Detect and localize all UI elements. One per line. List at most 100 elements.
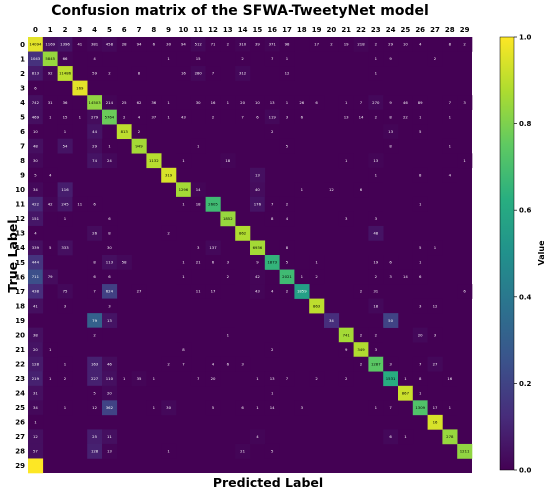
cell-label: 1852	[223, 216, 233, 221]
heatmap-cell	[205, 240, 221, 256]
heatmap-cell	[190, 255, 206, 270]
cell-label: 3	[241, 361, 244, 366]
cell-label: 2	[123, 114, 126, 119]
x-tick-label: 16	[267, 26, 277, 34]
cell-label: 422	[32, 202, 40, 207]
cell-label: 1	[49, 376, 52, 381]
heatmap-cell	[294, 182, 310, 198]
heatmap-cell	[146, 109, 162, 125]
heatmap-cell	[57, 298, 73, 314]
heatmap-cell	[235, 109, 251, 125]
heatmap-cell	[28, 51, 44, 67]
cell-label: 27	[137, 289, 142, 294]
cell-label: 128	[32, 361, 40, 366]
heatmap-cell	[427, 414, 443, 430]
heatmap-cell	[57, 37, 73, 52]
heatmap-cell	[250, 429, 266, 445]
heatmap-cell	[161, 225, 177, 241]
y-tick-label: 29	[15, 462, 25, 470]
cell-label: 169	[76, 85, 84, 90]
cell-label: 4	[138, 114, 141, 119]
heatmap-cell	[190, 37, 206, 52]
heatmap-cell	[294, 269, 310, 285]
cell-label: 113	[106, 260, 114, 265]
heatmap-cell	[279, 196, 295, 212]
cell-label: 1	[182, 158, 185, 163]
heatmap-cell	[87, 109, 103, 125]
cell-label: 1043	[31, 56, 41, 61]
cell-label: 6	[212, 260, 215, 265]
heatmap-cell	[176, 66, 192, 81]
cell-label: 1	[286, 100, 289, 105]
heatmap-cell	[176, 356, 192, 372]
cell-label: 21	[196, 260, 201, 265]
heatmap-cell	[28, 327, 44, 343]
heatmap-cell	[383, 51, 399, 67]
cell-label: 30	[196, 100, 201, 105]
heatmap-cell	[205, 109, 221, 125]
heatmap-cell	[457, 443, 473, 459]
cell-label: 1	[449, 114, 452, 119]
cell-label: 3	[197, 245, 200, 250]
cell-label: 12	[33, 434, 38, 439]
cell-label: 319	[165, 172, 173, 177]
cell-label: 1	[315, 260, 318, 265]
cell-label: 2	[167, 231, 170, 236]
heatmap-cell	[309, 269, 325, 285]
cell-label: 16	[433, 420, 438, 425]
cell-label: 2	[345, 376, 348, 381]
heatmap-cell	[398, 95, 414, 110]
y-axis-label: True Label	[5, 219, 20, 292]
heatmap-cell	[42, 51, 58, 67]
cell-label: 270	[372, 100, 380, 105]
heatmap-cell	[205, 255, 221, 270]
cell-label: 2	[375, 42, 378, 47]
heatmap-cell	[398, 429, 414, 445]
cell-label: 444	[32, 260, 40, 265]
x-tick-label: 1	[48, 26, 53, 34]
heatmap-cell	[28, 385, 44, 401]
heatmap-cell	[250, 269, 266, 285]
heatmap-cell	[28, 182, 44, 198]
heatmap-cell	[235, 95, 251, 110]
cell-label: 46	[403, 100, 408, 105]
heatmap-cell	[368, 298, 384, 314]
heatmap-cell	[72, 196, 88, 212]
cell-label: 1	[167, 449, 170, 454]
y-tick-label: 11	[15, 201, 25, 209]
heatmap-cell	[250, 255, 266, 270]
y-tick-label: 0	[20, 41, 25, 49]
cell-label: 119	[269, 114, 277, 119]
cell-label: 1	[271, 390, 274, 395]
heatmap-cell	[264, 255, 280, 270]
heatmap-cell	[338, 211, 354, 227]
cell-label: 29	[388, 42, 393, 47]
heatmap-cell	[42, 342, 58, 358]
heatmap-cell	[220, 153, 236, 169]
cell-label: 66	[63, 56, 68, 61]
y-tick-label: 24	[15, 390, 25, 398]
heatmap-cell	[264, 196, 280, 212]
cell-label: 48	[373, 231, 378, 236]
y-tick-label: 17	[15, 288, 25, 296]
heatmap-cell	[353, 95, 369, 110]
heatmap-cell	[131, 109, 147, 125]
heatmap-cell	[264, 109, 280, 125]
cell-label: 30	[33, 158, 38, 163]
heatmap-cell	[383, 109, 399, 125]
cell-label: 5845	[45, 56, 55, 61]
cell-label: 14094	[29, 42, 42, 47]
cell-label: 19	[373, 260, 378, 265]
heatmap-cell	[87, 284, 103, 299]
cell-label: 18	[225, 158, 230, 163]
cell-label: 2	[93, 332, 96, 337]
y-tick-label: 21	[15, 346, 25, 354]
cell-label: 27	[433, 361, 438, 366]
x-tick-label: 17	[282, 26, 292, 34]
heatmap-cell	[220, 37, 236, 52]
heatmap-cell	[102, 211, 118, 227]
cell-label: 278	[446, 434, 454, 439]
heatmap-cell	[338, 327, 354, 343]
heatmap-cell	[279, 109, 295, 125]
cell-label: 151	[32, 216, 40, 221]
